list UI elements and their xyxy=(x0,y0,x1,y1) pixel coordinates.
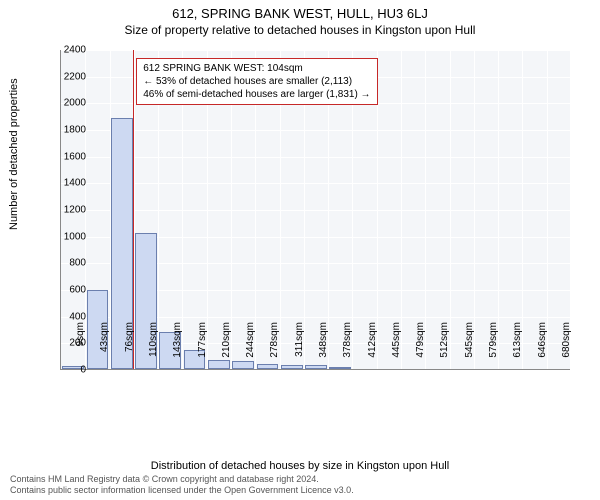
x-tick-label: 646sqm xyxy=(537,322,548,358)
y-tick-label: 2400 xyxy=(46,45,86,56)
histogram-bar xyxy=(329,367,351,369)
x-tick-label: 311sqm xyxy=(294,322,305,357)
y-axis-label: Number of detached properties xyxy=(8,78,20,230)
gridline-horizontal xyxy=(61,50,570,51)
x-tick-label: 210sqm xyxy=(221,322,232,358)
annotation-line: ← 53% of detached houses are smaller (2,… xyxy=(143,75,370,88)
x-tick-label: 43sqm xyxy=(99,322,110,352)
histogram-bar xyxy=(208,360,230,369)
gridline-horizontal xyxy=(61,183,570,184)
x-tick-label: 348sqm xyxy=(318,322,329,358)
x-tick-label: 545sqm xyxy=(464,322,475,358)
x-tick-label: 143sqm xyxy=(172,322,183,358)
gridline-horizontal xyxy=(61,210,570,211)
x-tick-label: 244sqm xyxy=(245,322,256,358)
x-tick-label: 76sqm xyxy=(124,322,135,352)
histogram-bar xyxy=(281,365,303,369)
y-tick-label: 2000 xyxy=(46,98,86,109)
annotation-box: 612 SPRING BANK WEST: 104sqm← 53% of det… xyxy=(136,58,377,105)
y-tick-label: 1800 xyxy=(46,125,86,136)
footer-line-1: Contains HM Land Registry data © Crown c… xyxy=(10,474,590,485)
annotation-line: 46% of semi-detached houses are larger (… xyxy=(143,88,370,101)
histogram-bar xyxy=(232,361,254,369)
gridline-horizontal xyxy=(61,130,570,131)
x-tick-label: 177sqm xyxy=(197,322,208,358)
chart-subtitle: Size of property relative to detached ho… xyxy=(0,21,600,37)
gridline-horizontal xyxy=(61,157,570,158)
chart-title: 612, SPRING BANK WEST, HULL, HU3 6LJ xyxy=(0,0,600,21)
x-tick-label: 412sqm xyxy=(367,322,378,358)
y-tick-label: 0 xyxy=(46,365,86,376)
y-tick-label: 600 xyxy=(46,285,86,296)
y-tick-label: 800 xyxy=(46,258,86,269)
y-tick-label: 1200 xyxy=(46,205,86,216)
x-tick-label: 613sqm xyxy=(512,322,523,358)
x-tick-label: 512sqm xyxy=(439,322,450,358)
y-tick-label: 1600 xyxy=(46,151,86,162)
histogram-bar xyxy=(305,365,327,369)
x-tick-label: 680sqm xyxy=(561,322,572,358)
y-tick-label: 2200 xyxy=(46,71,86,82)
x-axis-label: Distribution of detached houses by size … xyxy=(0,460,600,472)
x-tick-label: 445sqm xyxy=(391,322,402,358)
attribution-footer: Contains HM Land Registry data © Crown c… xyxy=(10,474,590,496)
footer-line-2: Contains public sector information licen… xyxy=(10,485,590,496)
y-tick-label: 400 xyxy=(46,311,86,322)
annotation-line: 612 SPRING BANK WEST: 104sqm xyxy=(143,62,370,75)
x-tick-label: 479sqm xyxy=(415,322,426,358)
y-tick-label: 1400 xyxy=(46,178,86,189)
x-tick-label: 378sqm xyxy=(342,322,353,358)
histogram-bar xyxy=(257,364,279,369)
y-tick-label: 1000 xyxy=(46,231,86,242)
x-tick-label: 278sqm xyxy=(269,322,280,358)
x-tick-label: 9sqm xyxy=(75,322,86,346)
x-tick-label: 110sqm xyxy=(148,322,159,357)
x-tick-label: 579sqm xyxy=(488,322,499,358)
